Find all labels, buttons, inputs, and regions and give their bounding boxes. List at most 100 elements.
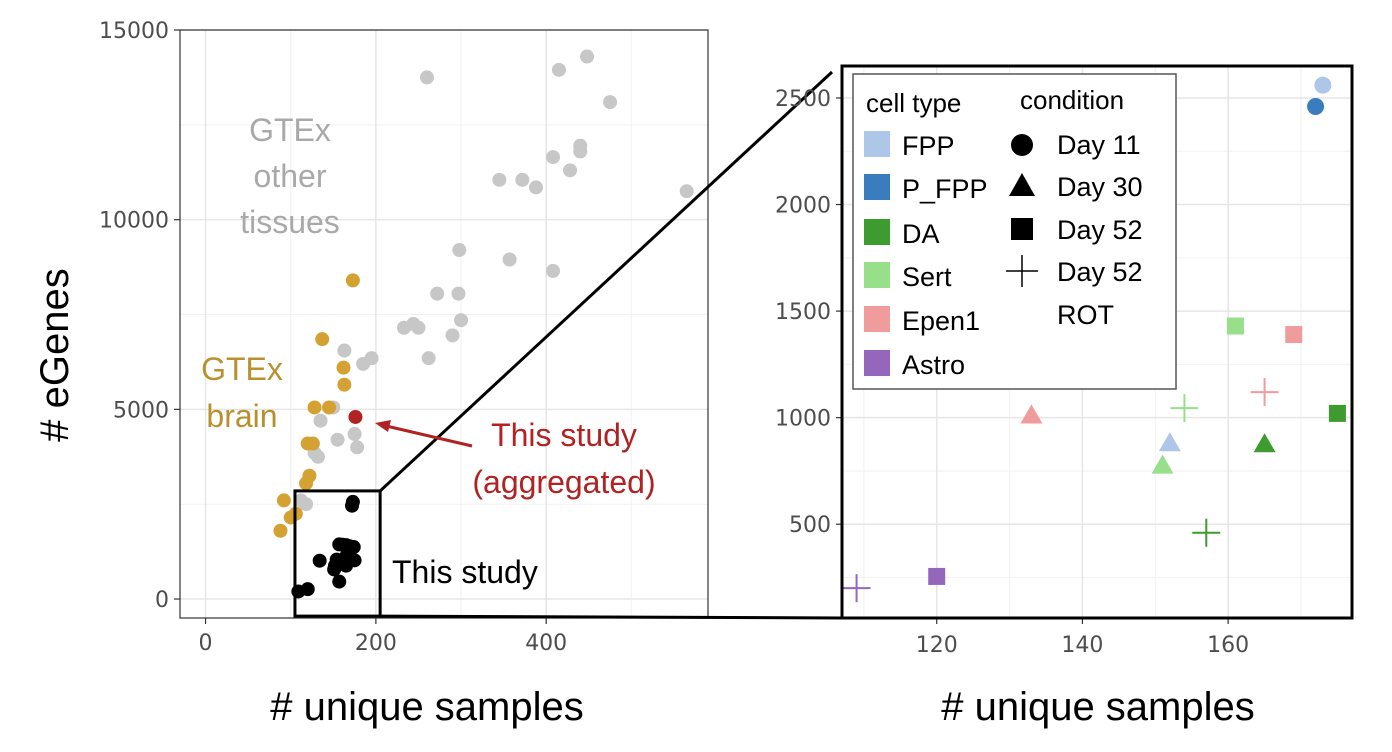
right-x-tick-label: 120 xyxy=(916,633,958,658)
legend-swatch-sert xyxy=(864,262,890,288)
legend-swatch-p-fpp xyxy=(864,174,890,200)
point-gtex-brain xyxy=(345,273,360,288)
right-data-points xyxy=(842,76,1346,603)
left-x-tick-label: 400 xyxy=(525,631,567,656)
point-gtex-other xyxy=(356,356,371,371)
point-astro-plus xyxy=(842,574,871,603)
legend-label-fpp: FPP xyxy=(902,131,955,161)
point-gtex-brain xyxy=(276,493,291,508)
left-y-axis-title: # eGenes xyxy=(33,268,77,441)
point-gtex-other xyxy=(330,432,345,447)
point-sert-plus xyxy=(1170,394,1199,423)
annotation-aggregated-line1: This study xyxy=(491,417,637,453)
point-sert-triangle xyxy=(1151,454,1174,474)
point-gtex-other xyxy=(546,263,561,278)
point-gtex-other xyxy=(528,180,543,195)
annotation-this-study: This study xyxy=(392,554,538,590)
point-gtex-other xyxy=(451,286,466,301)
legend-shape-square xyxy=(1011,218,1033,240)
point-gtex-brain xyxy=(322,400,337,415)
zoom-box xyxy=(293,489,382,618)
right-x-tick-label: 160 xyxy=(1207,633,1249,658)
left-y-tick-label: 5000 xyxy=(113,398,169,423)
right-y-tick-label: 500 xyxy=(789,513,831,538)
left-scatter-panel: 0 200 400 0 5000 10000 15000 GTEx other tissue… xyxy=(33,19,843,729)
legend-label-day11: Day 11 xyxy=(1057,130,1141,160)
point-gtex-brain xyxy=(305,436,320,451)
right-x-axis-title: # unique samples xyxy=(941,685,1255,729)
right-scatter-panel: 120 140 160 500 1000 1500 2000 2500 cell type c… xyxy=(775,64,1354,729)
point-gtex-brain xyxy=(315,332,330,347)
point-epen1-triangle xyxy=(1020,404,1043,424)
point-gtex-other xyxy=(313,413,328,428)
right-panel-border xyxy=(840,64,1354,620)
point-gtex-other xyxy=(551,62,566,77)
legend-title-cell-type: cell type xyxy=(866,88,961,118)
point-gtex-other xyxy=(679,184,694,199)
legend-swatch-astro xyxy=(864,350,890,376)
point-this-study xyxy=(312,553,327,568)
point-this-study xyxy=(332,574,347,589)
point-p-fpp-circle xyxy=(1307,97,1325,115)
legend-label-epen1: Epen1 xyxy=(902,306,980,336)
point-gtex-other xyxy=(419,70,434,85)
left-x-tick-label: 200 xyxy=(355,631,397,656)
point-epen1-plus xyxy=(1250,378,1279,407)
point-gtex-other xyxy=(452,243,467,258)
aggregated-arrowhead xyxy=(375,420,391,432)
legend-label-sert: Sert xyxy=(902,262,952,292)
left-y-tick-label: 15000 xyxy=(99,19,169,44)
left-y-tick-label: 0 xyxy=(155,588,169,613)
legend-swatch-fpp xyxy=(864,131,890,157)
point-gtex-other xyxy=(421,351,436,366)
left-panel-border xyxy=(179,29,709,619)
left-x-axis-title: # unique samples xyxy=(270,685,584,729)
legend-shape-plus xyxy=(1006,255,1038,287)
legend-swatch-da xyxy=(864,219,890,245)
right-y-tick-label: 2500 xyxy=(775,87,831,112)
annotation-gtex-other-line2: other xyxy=(254,158,327,194)
left-x-tick-label: 0 xyxy=(199,631,213,656)
point-gtex-brain xyxy=(273,523,288,538)
point-gtex-other xyxy=(603,95,618,110)
point-da-square xyxy=(1328,404,1346,422)
legend-label-day30: Day 30 xyxy=(1057,172,1143,202)
point-gtex-other xyxy=(411,320,426,335)
annotation-gtex-brain-line2: brain xyxy=(206,398,277,434)
point-gtex-other xyxy=(502,252,517,267)
zoom-connector-top xyxy=(379,70,834,493)
right-x-tick-label: 140 xyxy=(1061,633,1103,658)
point-gtex-other xyxy=(310,449,325,464)
point-gtex-other xyxy=(347,427,362,442)
point-da-plus xyxy=(1192,518,1221,547)
point-gtex-other xyxy=(546,150,561,165)
point-epen1-square xyxy=(1285,326,1303,344)
legend-label-day52-rot-line2: ROT xyxy=(1057,300,1114,330)
left-y-tick-label: 10000 xyxy=(99,209,169,234)
point-gtex-other xyxy=(299,497,314,512)
point-gtex-brain xyxy=(337,377,352,392)
point-gtex-other xyxy=(563,163,578,178)
zoom-connector-bottom xyxy=(380,614,843,620)
point-gtex-other xyxy=(515,172,530,187)
point-gtex-other xyxy=(445,328,460,343)
legend-label-p-fpp: P_FPP xyxy=(902,174,988,204)
point-gtex-other xyxy=(580,49,595,64)
point-gtex-other xyxy=(350,440,365,455)
point-gtex-other xyxy=(337,343,352,358)
legend-shape-circle xyxy=(1011,134,1033,156)
point-astro-square xyxy=(928,567,946,585)
point-fpp-circle xyxy=(1314,76,1332,94)
point-this-study-aggregated xyxy=(348,409,363,424)
point-gtex-other xyxy=(430,286,445,301)
annotation-aggregated-line2: (aggregated) xyxy=(472,464,655,500)
legend-label-day52: Day 52 xyxy=(1057,215,1143,245)
right-tick-labels: 120 140 160 500 1000 1500 2000 2500 xyxy=(775,87,1249,658)
point-this-study xyxy=(339,549,354,564)
point-fpp-triangle xyxy=(1158,432,1181,452)
point-gtex-other xyxy=(454,313,469,328)
annotation-gtex-brain-line1: GTEx xyxy=(201,351,283,387)
legend: cell type condition FPP P_FPP DA Sert Ep… xyxy=(852,73,1177,390)
legend-label-astro: Astro xyxy=(902,350,965,380)
